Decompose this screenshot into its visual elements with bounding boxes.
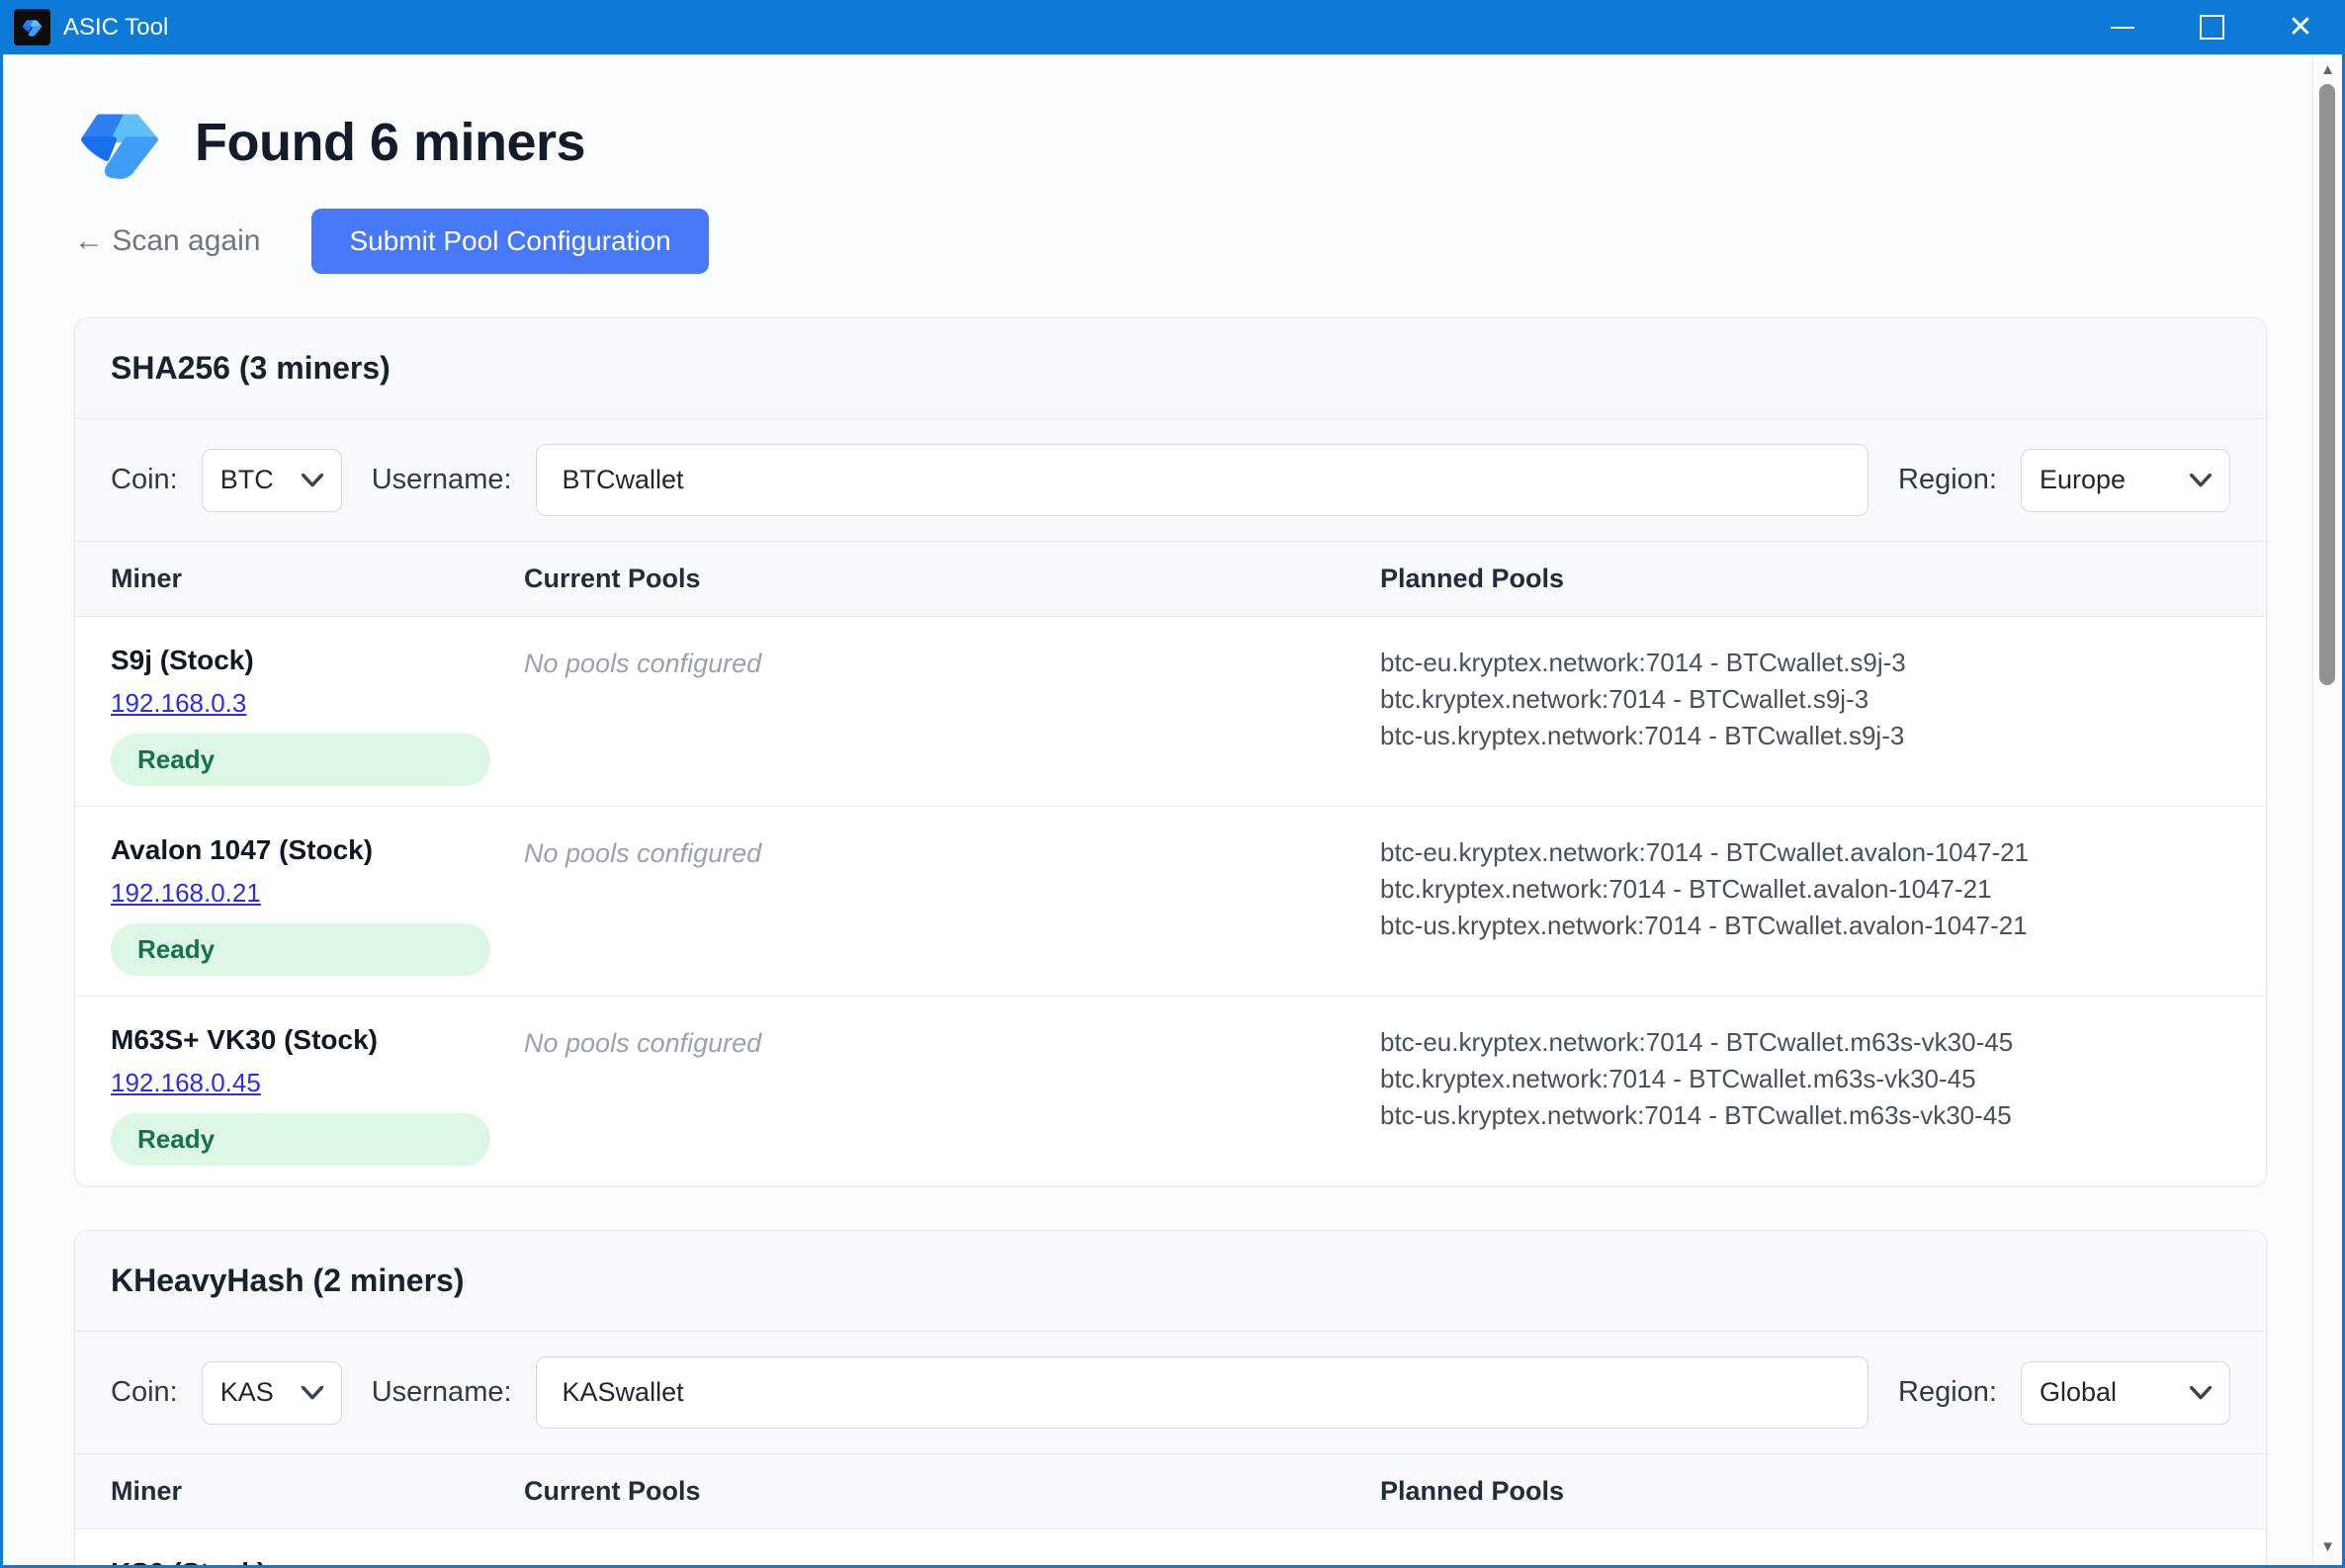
planned-pool-line: btc-us.kryptex.network:7014 - BTCwallet.… <box>1380 908 2230 944</box>
coin-label: Coin: <box>111 1376 178 1409</box>
chevron-down-icon <box>302 1386 323 1400</box>
username-label: Username: <box>372 1376 512 1409</box>
planned-pool-line: btc-eu.kryptex.network:7014 - BTCwallet.… <box>1380 834 2230 871</box>
region-select[interactable]: Global <box>2021 1361 2230 1425</box>
username-label: Username: <box>372 464 512 496</box>
header-actions: ← Scan again Submit Pool Configuration <box>74 209 2267 274</box>
coin-select[interactable]: KAS <box>202 1361 342 1425</box>
region-label: Region: <box>1898 464 1997 496</box>
section-card-kheavyhash: KHeavyHash (2 miners) Coin: KAS Username… <box>74 1230 2267 1565</box>
page-title: Found 6 miners <box>195 112 585 173</box>
current-pools-cell: No pools configured <box>524 1557 1380 1565</box>
status-badge: Ready <box>111 1113 490 1166</box>
maximize-button[interactable] <box>2167 0 2256 54</box>
column-header-planned-pools: Planned Pools <box>1380 564 2230 594</box>
miner-cell: KS0 (Stock) 192.168.0.15 <box>111 1557 524 1565</box>
region-select-value: Global <box>2040 1377 2117 1408</box>
app-icon <box>14 9 50 45</box>
planned-pool-line: btc-eu.kryptex.network:7014 - BTCwallet.… <box>1380 645 2230 681</box>
window-title: ASIC Tool <box>63 14 168 42</box>
planned-pools-cell: btc-eu.kryptex.network:7014 - BTCwallet.… <box>1380 645 2230 786</box>
coin-select[interactable]: BTC <box>202 449 342 512</box>
minimize-button[interactable] <box>2078 0 2167 54</box>
column-header-miner: Miner <box>111 1476 524 1507</box>
planned-pool-line: btc-us.kryptex.network:7014 - BTCwallet.… <box>1380 1097 2230 1134</box>
column-header-current-pools: Current Pools <box>524 564 1380 594</box>
coin-label: Coin: <box>111 464 178 496</box>
current-pools-cell: No pools configured <box>524 834 1380 976</box>
status-badge: Ready <box>111 923 490 976</box>
section-title: SHA256 (3 miners) <box>75 318 2266 419</box>
planned-pool-line: btc-us.kryptex.network:7014 - BTCwallet.… <box>1380 718 2230 754</box>
table-row: M63S+ VK30 (Stock) 192.168.0.45 Ready No… <box>75 997 2266 1185</box>
window-controls: ✕ <box>2078 0 2345 54</box>
miner-name: M63S+ VK30 (Stock) <box>111 1024 524 1056</box>
section-card-sha256: SHA256 (3 miners) Coin: BTC Username: Re… <box>74 317 2267 1186</box>
table-header: Miner Current Pools Planned Pools <box>75 1454 2266 1529</box>
kryptex-logo-icon <box>74 106 165 179</box>
miner-name: KS0 (Stock) <box>111 1557 524 1565</box>
miner-name: Avalon 1047 (Stock) <box>111 834 524 866</box>
planned-pool-line: btc.kryptex.network:7014 - BTCwallet.s9j… <box>1380 681 2230 718</box>
pool-config-form: Coin: KAS Username: Region: Global <box>75 1332 2266 1454</box>
table-row: Avalon 1047 (Stock) 192.168.0.21 Ready N… <box>75 807 2266 997</box>
scrollbar-thumb[interactable] <box>2319 84 2335 685</box>
maximize-icon <box>2200 15 2224 40</box>
current-pools-cell: No pools configured <box>524 645 1380 786</box>
close-icon: ✕ <box>2288 13 2312 43</box>
section-title: KHeavyHash (2 miners) <box>75 1231 2266 1332</box>
scrollbar-arrow-down-icon[interactable]: ▼ <box>2313 1538 2342 1555</box>
column-header-miner: Miner <box>111 564 524 594</box>
planned-pool-line: kas.kryptex.network:7011 - KASwallet.ks0… <box>1380 1557 2230 1565</box>
coin-select-value: KAS <box>220 1377 274 1408</box>
chevron-down-icon <box>302 474 323 487</box>
titlebar: ASIC Tool ✕ <box>0 0 2345 54</box>
username-input[interactable] <box>536 444 1869 516</box>
column-header-current-pools: Current Pools <box>524 1476 1380 1507</box>
table-row: KS0 (Stock) 192.168.0.15 No pools config… <box>75 1529 2266 1565</box>
main-area: Found 6 miners ← Scan again Submit Pool … <box>0 54 2345 1568</box>
coin-select-value: BTC <box>220 465 274 495</box>
miner-ip-link[interactable]: 192.168.0.45 <box>111 1068 261 1098</box>
planned-pool-line: btc.kryptex.network:7014 - BTCwallet.m63… <box>1380 1061 2230 1097</box>
miner-cell: S9j (Stock) 192.168.0.3 Ready <box>111 645 524 786</box>
region-select[interactable]: Europe <box>2021 449 2230 512</box>
chevron-down-icon <box>2190 474 2212 487</box>
page-content: Found 6 miners ← Scan again Submit Pool … <box>3 54 2312 1565</box>
minimize-icon <box>2111 27 2134 29</box>
scrollbar-arrow-up-icon[interactable]: ▲ <box>2313 61 2342 78</box>
planned-pools-cell: btc-eu.kryptex.network:7014 - BTCwallet.… <box>1380 834 2230 976</box>
pool-config-form: Coin: BTC Username: Region: Europe <box>75 419 2266 542</box>
planned-pools-cell: kas.kryptex.network:7011 - KASwallet.ks0… <box>1380 1557 2230 1565</box>
column-header-planned-pools: Planned Pools <box>1380 1476 2230 1507</box>
current-pools-cell: No pools configured <box>524 1024 1380 1166</box>
region-select-value: Europe <box>2040 465 2126 495</box>
miner-ip-link[interactable]: 192.168.0.21 <box>111 878 261 909</box>
kryptex-gem-icon <box>21 18 43 37</box>
chevron-down-icon <box>2190 1386 2212 1400</box>
status-badge: Ready <box>111 734 490 786</box>
miner-ip-link[interactable]: 192.168.0.3 <box>111 688 246 719</box>
page-header: Found 6 miners <box>74 106 2267 179</box>
username-input[interactable] <box>536 1356 1869 1429</box>
planned-pool-line: btc-eu.kryptex.network:7014 - BTCwallet.… <box>1380 1024 2230 1061</box>
planned-pool-line: btc.kryptex.network:7014 - BTCwallet.ava… <box>1380 871 2230 908</box>
planned-pools-cell: btc-eu.kryptex.network:7014 - BTCwallet.… <box>1380 1024 2230 1166</box>
table-header: Miner Current Pools Planned Pools <box>75 542 2266 617</box>
scan-again-link[interactable]: ← Scan again <box>74 224 260 258</box>
submit-pool-configuration-button[interactable]: Submit Pool Configuration <box>311 209 708 274</box>
miner-cell: M63S+ VK30 (Stock) 192.168.0.45 Ready <box>111 1024 524 1166</box>
miner-cell: Avalon 1047 (Stock) 192.168.0.21 Ready <box>111 834 524 976</box>
app-window: ASIC Tool ✕ Found 6 mi <box>0 0 2345 1568</box>
table-row: S9j (Stock) 192.168.0.3 Ready No pools c… <box>75 617 2266 807</box>
miner-name: S9j (Stock) <box>111 645 524 676</box>
vertical-scrollbar: ▲ ▼ <box>2312 54 2342 1565</box>
region-label: Region: <box>1898 1376 1997 1409</box>
close-button[interactable]: ✕ <box>2256 0 2345 54</box>
